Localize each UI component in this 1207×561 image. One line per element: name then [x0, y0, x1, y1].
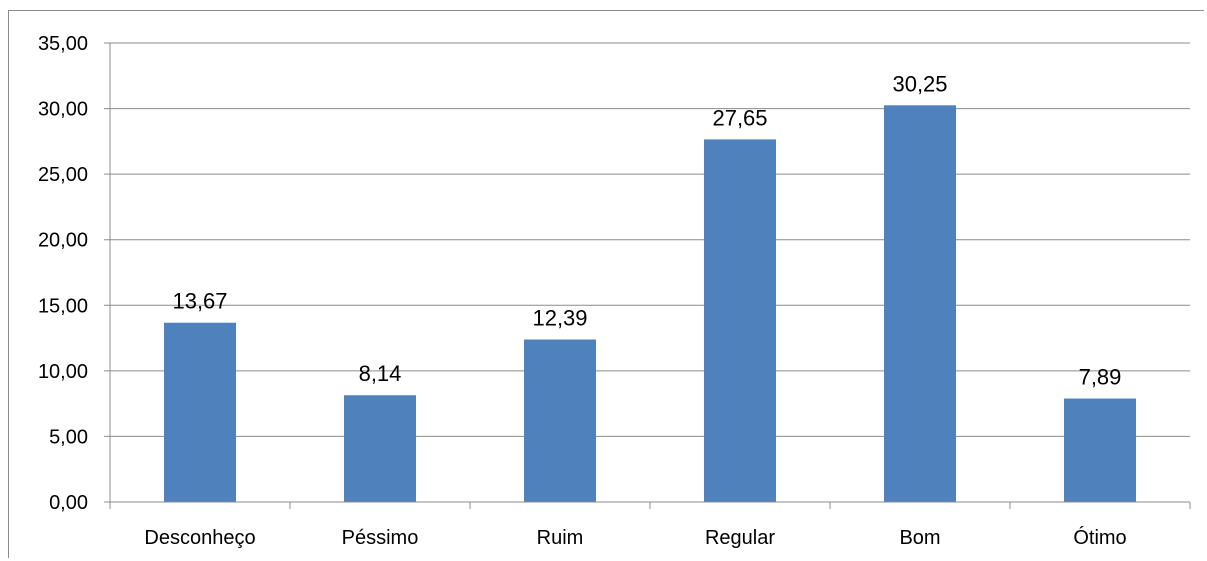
y-tick-label: 35,00	[38, 33, 88, 55]
data-label: 30,25	[892, 71, 947, 96]
x-category-label: Regular	[705, 527, 775, 549]
bar	[884, 105, 956, 503]
bar	[344, 395, 416, 502]
y-tick-label: 15,00	[38, 295, 88, 317]
chart-frame	[8, 10, 1204, 558]
x-category-label: Bom	[899, 527, 940, 549]
y-tick-label: 25,00	[38, 164, 88, 186]
bar	[704, 139, 776, 502]
bar	[164, 322, 236, 502]
y-tick-label: 0,00	[49, 492, 88, 514]
x-category-label: Ótimo	[1073, 526, 1126, 549]
bar	[524, 339, 596, 502]
bar	[1064, 398, 1136, 502]
data-label: 13,67	[172, 289, 227, 314]
y-tick-label: 30,00	[38, 99, 88, 121]
y-tick-label: 5,00	[49, 426, 88, 448]
x-category-label: Desconheço	[144, 527, 255, 549]
x-category-label: Péssimo	[342, 527, 419, 549]
x-category-label: Ruim	[537, 527, 584, 549]
data-label: 7,89	[1079, 365, 1122, 390]
y-tick-label: 20,00	[38, 230, 88, 252]
data-label: 12,39	[532, 306, 587, 331]
y-tick-label: 10,00	[38, 361, 88, 383]
data-label: 27,65	[712, 105, 767, 130]
data-label: 8,14	[359, 361, 402, 386]
